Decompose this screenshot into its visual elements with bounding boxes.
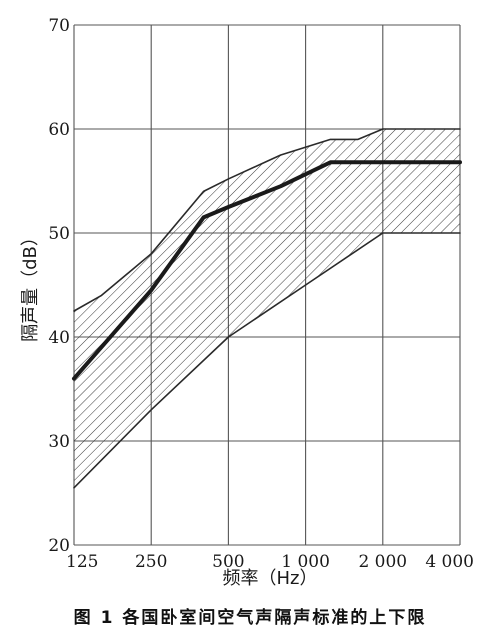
series-line-average [72, 160, 462, 381]
x-axis-title: 频率（Hz） [223, 568, 318, 589]
series-line-upper-bound [73, 128, 461, 312]
x-tick-label: 2 000 [358, 552, 407, 572]
y-tick-label: 50 [48, 224, 70, 244]
figure-caption: 图 1 各国卧室间空气声隔声标准的上下限 [73, 608, 427, 628]
tick-labels: 20 30 40 50 60 70 125 250 500 1 000 2 000 4 000 [48, 16, 474, 572]
x-tick-label: 125 [66, 552, 98, 572]
series-lines [72, 128, 462, 489]
y-tick-label: 60 [48, 120, 70, 140]
tolerance-band-hatch [74, 129, 460, 488]
x-tick-label: 4 000 [425, 552, 474, 572]
x-tick-label: 250 [135, 552, 167, 572]
y-axis-title: 隔声量（dB） [20, 228, 41, 342]
y-tick-label: 40 [48, 328, 70, 348]
x-tick-label: 1 000 [281, 552, 330, 572]
x-tick-label: 500 [212, 552, 244, 572]
series-line-lower-bound [73, 232, 461, 489]
y-tick-label: 20 [48, 536, 70, 556]
y-tick-label: 70 [48, 16, 70, 36]
y-tick-label: 30 [48, 432, 70, 452]
